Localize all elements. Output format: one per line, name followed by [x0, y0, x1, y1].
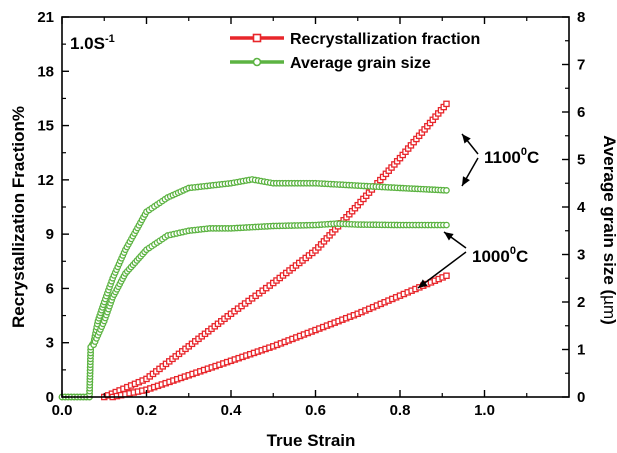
series-grain-size-1000c	[58, 220, 450, 401]
legend-label-recrystallization: Recrystallization fraction	[290, 31, 480, 48]
strain-rate-label: 1.0S-1	[70, 33, 115, 53]
x-tick-label: 0.6	[305, 402, 326, 419]
series-line	[62, 222, 447, 399]
y-right-tick-label: 7	[577, 57, 585, 74]
y-axis-left-title: Recrystallization Fraction%	[9, 106, 28, 328]
x-tick-label: 0.4	[221, 402, 243, 419]
y-right-tick-label: 8	[577, 9, 585, 26]
arrow-1000c-grain	[443, 231, 467, 249]
arrow-1000c-fraction	[417, 251, 467, 289]
y-right-tick-label: 3	[577, 247, 585, 264]
series-layer	[58, 100, 450, 401]
plot-frame	[61, 16, 570, 398]
y-right-tick-label: 2	[577, 294, 585, 311]
y-left-tick-label: 12	[37, 172, 54, 189]
y-left-tick-label: 21	[37, 9, 54, 26]
y-left-tick-label: 18	[37, 63, 54, 80]
x-tick-label: 0.0	[52, 402, 73, 419]
y-left-tick-label: 0	[46, 389, 54, 406]
series-line	[103, 103, 448, 399]
arrow-head	[462, 134, 471, 144]
data-point	[443, 272, 450, 280]
legend-label-grain-size: Average grain size	[290, 55, 431, 72]
legend-entry-grain-size: Average grain size	[230, 55, 431, 72]
y-left-tick-label: 9	[46, 226, 54, 243]
x-tick-label: 0.2	[136, 402, 157, 419]
annotations	[417, 133, 479, 289]
y-right-tick-label: 0	[577, 389, 585, 406]
y-right-tick-label: 4	[577, 199, 586, 216]
arrow-1100c-fraction	[461, 133, 479, 155]
legend-marker-recrystallization	[252, 33, 262, 43]
series-line	[112, 274, 447, 399]
y-right-tick-label: 5	[577, 152, 585, 169]
legend: Recrystallization fraction Average grain…	[230, 31, 480, 72]
x-tick-label: 1.0	[474, 402, 495, 419]
y-left-tick-label: 6	[46, 280, 54, 297]
data-point	[443, 221, 450, 229]
series-recrystallization-1000c	[109, 272, 450, 401]
arrow-head	[462, 176, 470, 186]
arrow-head	[418, 279, 428, 288]
annotation-1100c: 11000C	[484, 146, 539, 167]
series-recrystallization-1100c	[101, 100, 450, 401]
arrow-1100c-grain	[461, 157, 479, 187]
y-right-tick-label: 6	[577, 104, 585, 121]
y-left-tick-label: 3	[46, 335, 54, 352]
x-axis-title: True Strain	[267, 431, 356, 450]
x-tick-label: 0.8	[390, 402, 411, 419]
arrow-head	[444, 232, 454, 241]
annotation-1000c: 10000C	[472, 245, 528, 266]
legend-entry-recrystallization: Recrystallization fraction	[230, 31, 480, 48]
y-left-tick-label: 15	[37, 118, 54, 135]
data-point	[443, 187, 450, 194]
legend-marker-grain-size	[252, 57, 262, 67]
arrow-shaft	[417, 251, 467, 289]
y-right-tick-label: 1	[577, 342, 585, 359]
y-axis-right-title: Average grain size (µm)	[600, 135, 617, 325]
data-point	[443, 100, 450, 108]
